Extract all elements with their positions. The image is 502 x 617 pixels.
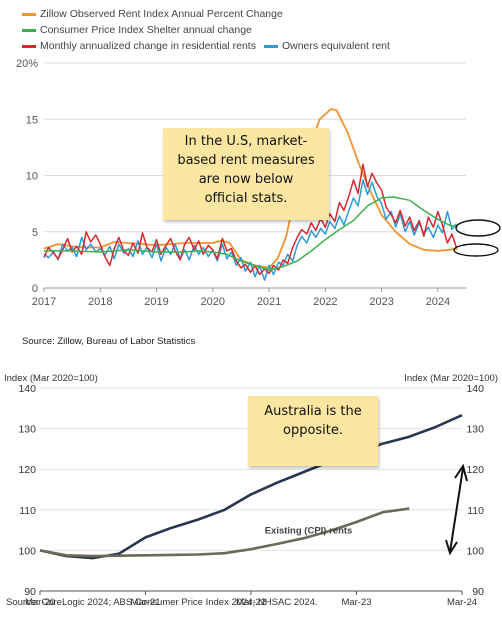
au-annotation-text: Australia is the opposite.	[264, 404, 362, 438]
au-left-axis-title: Index (Mar 2020=100)	[4, 373, 98, 384]
au-y-tick-right: 130	[466, 424, 484, 436]
us-x-tick-label: 2019	[144, 296, 168, 308]
au-y-tick-left: 130	[18, 424, 36, 436]
legend-swatch-monthly-rents	[22, 44, 36, 48]
us-annotation-text: In the U.S, market- based rent measures …	[177, 134, 315, 206]
legend-item-zillow: Zillow Observed Rent Index Annual Percen…	[22, 6, 283, 22]
legend-label-oer: Owners equivalent rent	[281, 40, 390, 52]
au-y-tick-right: 110	[467, 505, 484, 517]
us-annotation-note: In the U.S, market- based rent measures …	[163, 128, 329, 220]
au-annotation-note: Australia is the opposite.	[248, 396, 378, 466]
legend-label-cpi-shelter: Consumer Price Index Shelter annual chan…	[40, 24, 252, 36]
au-gap-arrow-line	[449, 467, 464, 553]
us-x-tick-label: 2022	[313, 296, 337, 308]
us-series-line-2	[43, 163, 458, 276]
au-y-tick-left: 110	[19, 505, 36, 517]
us-y-tick-label: 10	[26, 171, 38, 183]
au-y-tick-left: 100	[18, 545, 36, 557]
us-chart-legend: Zillow Observed Rent Index Annual Percen…	[22, 6, 492, 54]
legend-item-cpi-shelter: Consumer Price Index Shelter annual chan…	[22, 22, 252, 38]
au-source-text: Source: CoreLogic 2024; ABS Consumer Pri…	[6, 597, 318, 608]
us-circle-upper	[455, 219, 501, 237]
legend-swatch-zillow	[22, 12, 36, 16]
au-y-tick-right: 90	[472, 586, 484, 598]
au-y-tick-left: 120	[18, 464, 36, 476]
au-gap-arrowhead-bottom	[445, 539, 458, 556]
legend-swatch-oer	[263, 44, 278, 48]
legend-swatch-cpi-shelter	[22, 28, 36, 32]
au-right-axis-title: Index (Mar 2020=100)	[404, 373, 498, 384]
us-x-tick-label: 2023	[369, 296, 393, 308]
au-series-line-1	[39, 507, 410, 558]
us-y-tick-label: 15	[26, 114, 38, 126]
us-x-tick-label: 2020	[201, 296, 225, 308]
us-series-line-1	[44, 196, 458, 271]
legend-item-oer: Owners equivalent rent	[263, 38, 390, 54]
au-x-tick-label: Mar-23	[341, 597, 371, 608]
legend-label-monthly-rents: Monthly annualized change in residential…	[40, 40, 256, 52]
us-y-tick-label: 20%	[16, 58, 38, 70]
us-y-tick-label: 5	[32, 227, 38, 239]
us-x-tick-label: 2021	[257, 296, 281, 308]
us-x-tick-label: 2017	[32, 296, 56, 308]
us-x-tick-label: 2018	[88, 296, 112, 308]
au-y-tick-right: 120	[466, 464, 484, 476]
au-gap-arrowhead-top	[454, 463, 468, 482]
legend-label-zillow: Zillow Observed Rent Index Annual Percen…	[40, 8, 283, 20]
au-series-label-existing: Existing (CPI) rents	[265, 525, 353, 536]
au-y-tick-right: 100	[466, 545, 484, 557]
us-circle-lower	[453, 243, 499, 257]
au-x-tick-label: Mar-24	[447, 597, 477, 608]
us-source-text: Source: Zillow, Bureau of Labor Statisti…	[22, 336, 196, 347]
us-x-tick-label: 2024	[426, 296, 450, 308]
au-y-tick-right: 140	[466, 383, 484, 395]
us-y-tick-label: 0	[32, 283, 38, 295]
au-y-tick-left: 140	[18, 383, 36, 395]
legend-item-monthly-rents: Monthly annualized change in residential…	[22, 38, 256, 54]
